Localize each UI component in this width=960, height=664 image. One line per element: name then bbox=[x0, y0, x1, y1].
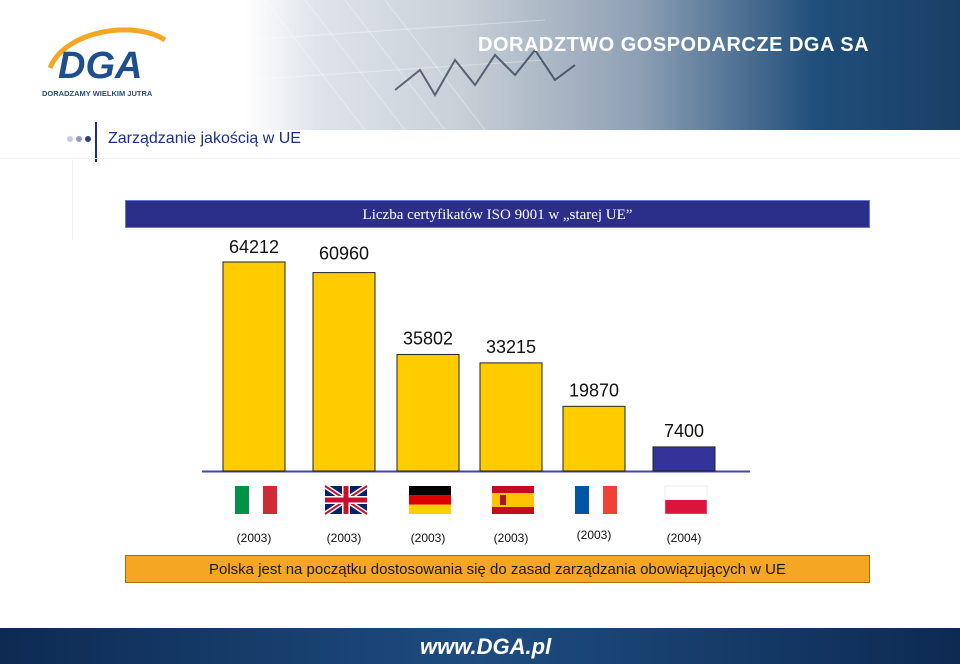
guide-line-vertical bbox=[72, 160, 73, 240]
year-label: (2003) bbox=[577, 528, 612, 542]
flag-italy-icon bbox=[235, 486, 277, 514]
year-label: (2003) bbox=[327, 531, 362, 545]
data-label: 33215 bbox=[486, 337, 536, 357]
year-label: (2003) bbox=[237, 531, 272, 545]
year-label: (2003) bbox=[411, 531, 446, 545]
bar-spain bbox=[479, 362, 543, 472]
title-divider bbox=[95, 122, 97, 162]
conclusion-bar: Polska jest na początku dostosowania się… bbox=[125, 555, 870, 583]
conclusion-text: Polska jest na początku dostosowania się… bbox=[209, 561, 786, 578]
dga-logo: DGA DORADZAMY WIELKIM JUTRA bbox=[42, 27, 167, 98]
logo-tagline: DORADZAMY WIELKIM JUTRA bbox=[42, 89, 153, 98]
bullet-dots-icon bbox=[67, 136, 91, 142]
bar-chart: 64212 (2003) 60960 (2003) 35802 (2003) 33215 (2… bbox=[202, 237, 750, 545]
data-label: 60960 bbox=[319, 244, 369, 264]
bar-france bbox=[562, 405, 626, 472]
data-label: 64212 bbox=[229, 237, 279, 257]
flag-poland-icon bbox=[664, 485, 708, 515]
flag-germany-icon bbox=[409, 486, 451, 514]
flag-uk-icon bbox=[323, 483, 369, 517]
footer-band bbox=[0, 628, 960, 664]
chart-title: Liczba certyfikatów ISO 9001 w „starej U… bbox=[362, 207, 633, 223]
page-title: Zarządzanie jakością w UE bbox=[108, 130, 301, 147]
data-label: 19870 bbox=[569, 380, 619, 400]
brand-name: DORADZTWO GOSPODARCZE DGA SA bbox=[478, 34, 870, 56]
data-label: 7400 bbox=[664, 421, 704, 441]
bar-germany bbox=[396, 353, 460, 472]
website-link[interactable]: www.DGA.pl bbox=[420, 634, 552, 659]
guide-line bbox=[0, 158, 960, 159]
logo-text: DGA bbox=[58, 45, 142, 87]
header-banner-image bbox=[245, 0, 960, 130]
bar-italy bbox=[222, 261, 286, 472]
header: DGA DORADZAMY WIELKIM JUTRA DORADZTWO GO… bbox=[0, 0, 960, 130]
bar-poland bbox=[652, 446, 716, 472]
stock-chart-background bbox=[245, 0, 576, 130]
bar-uk bbox=[312, 272, 376, 472]
flag-spain-icon bbox=[492, 486, 534, 514]
data-label: 35802 bbox=[403, 328, 453, 348]
flag-france-icon bbox=[575, 486, 617, 514]
year-label: (2004) bbox=[667, 531, 702, 545]
year-label: (2003) bbox=[494, 531, 529, 545]
chart-title-bar: Liczba certyfikatów ISO 9001 w „starej U… bbox=[125, 200, 870, 228]
